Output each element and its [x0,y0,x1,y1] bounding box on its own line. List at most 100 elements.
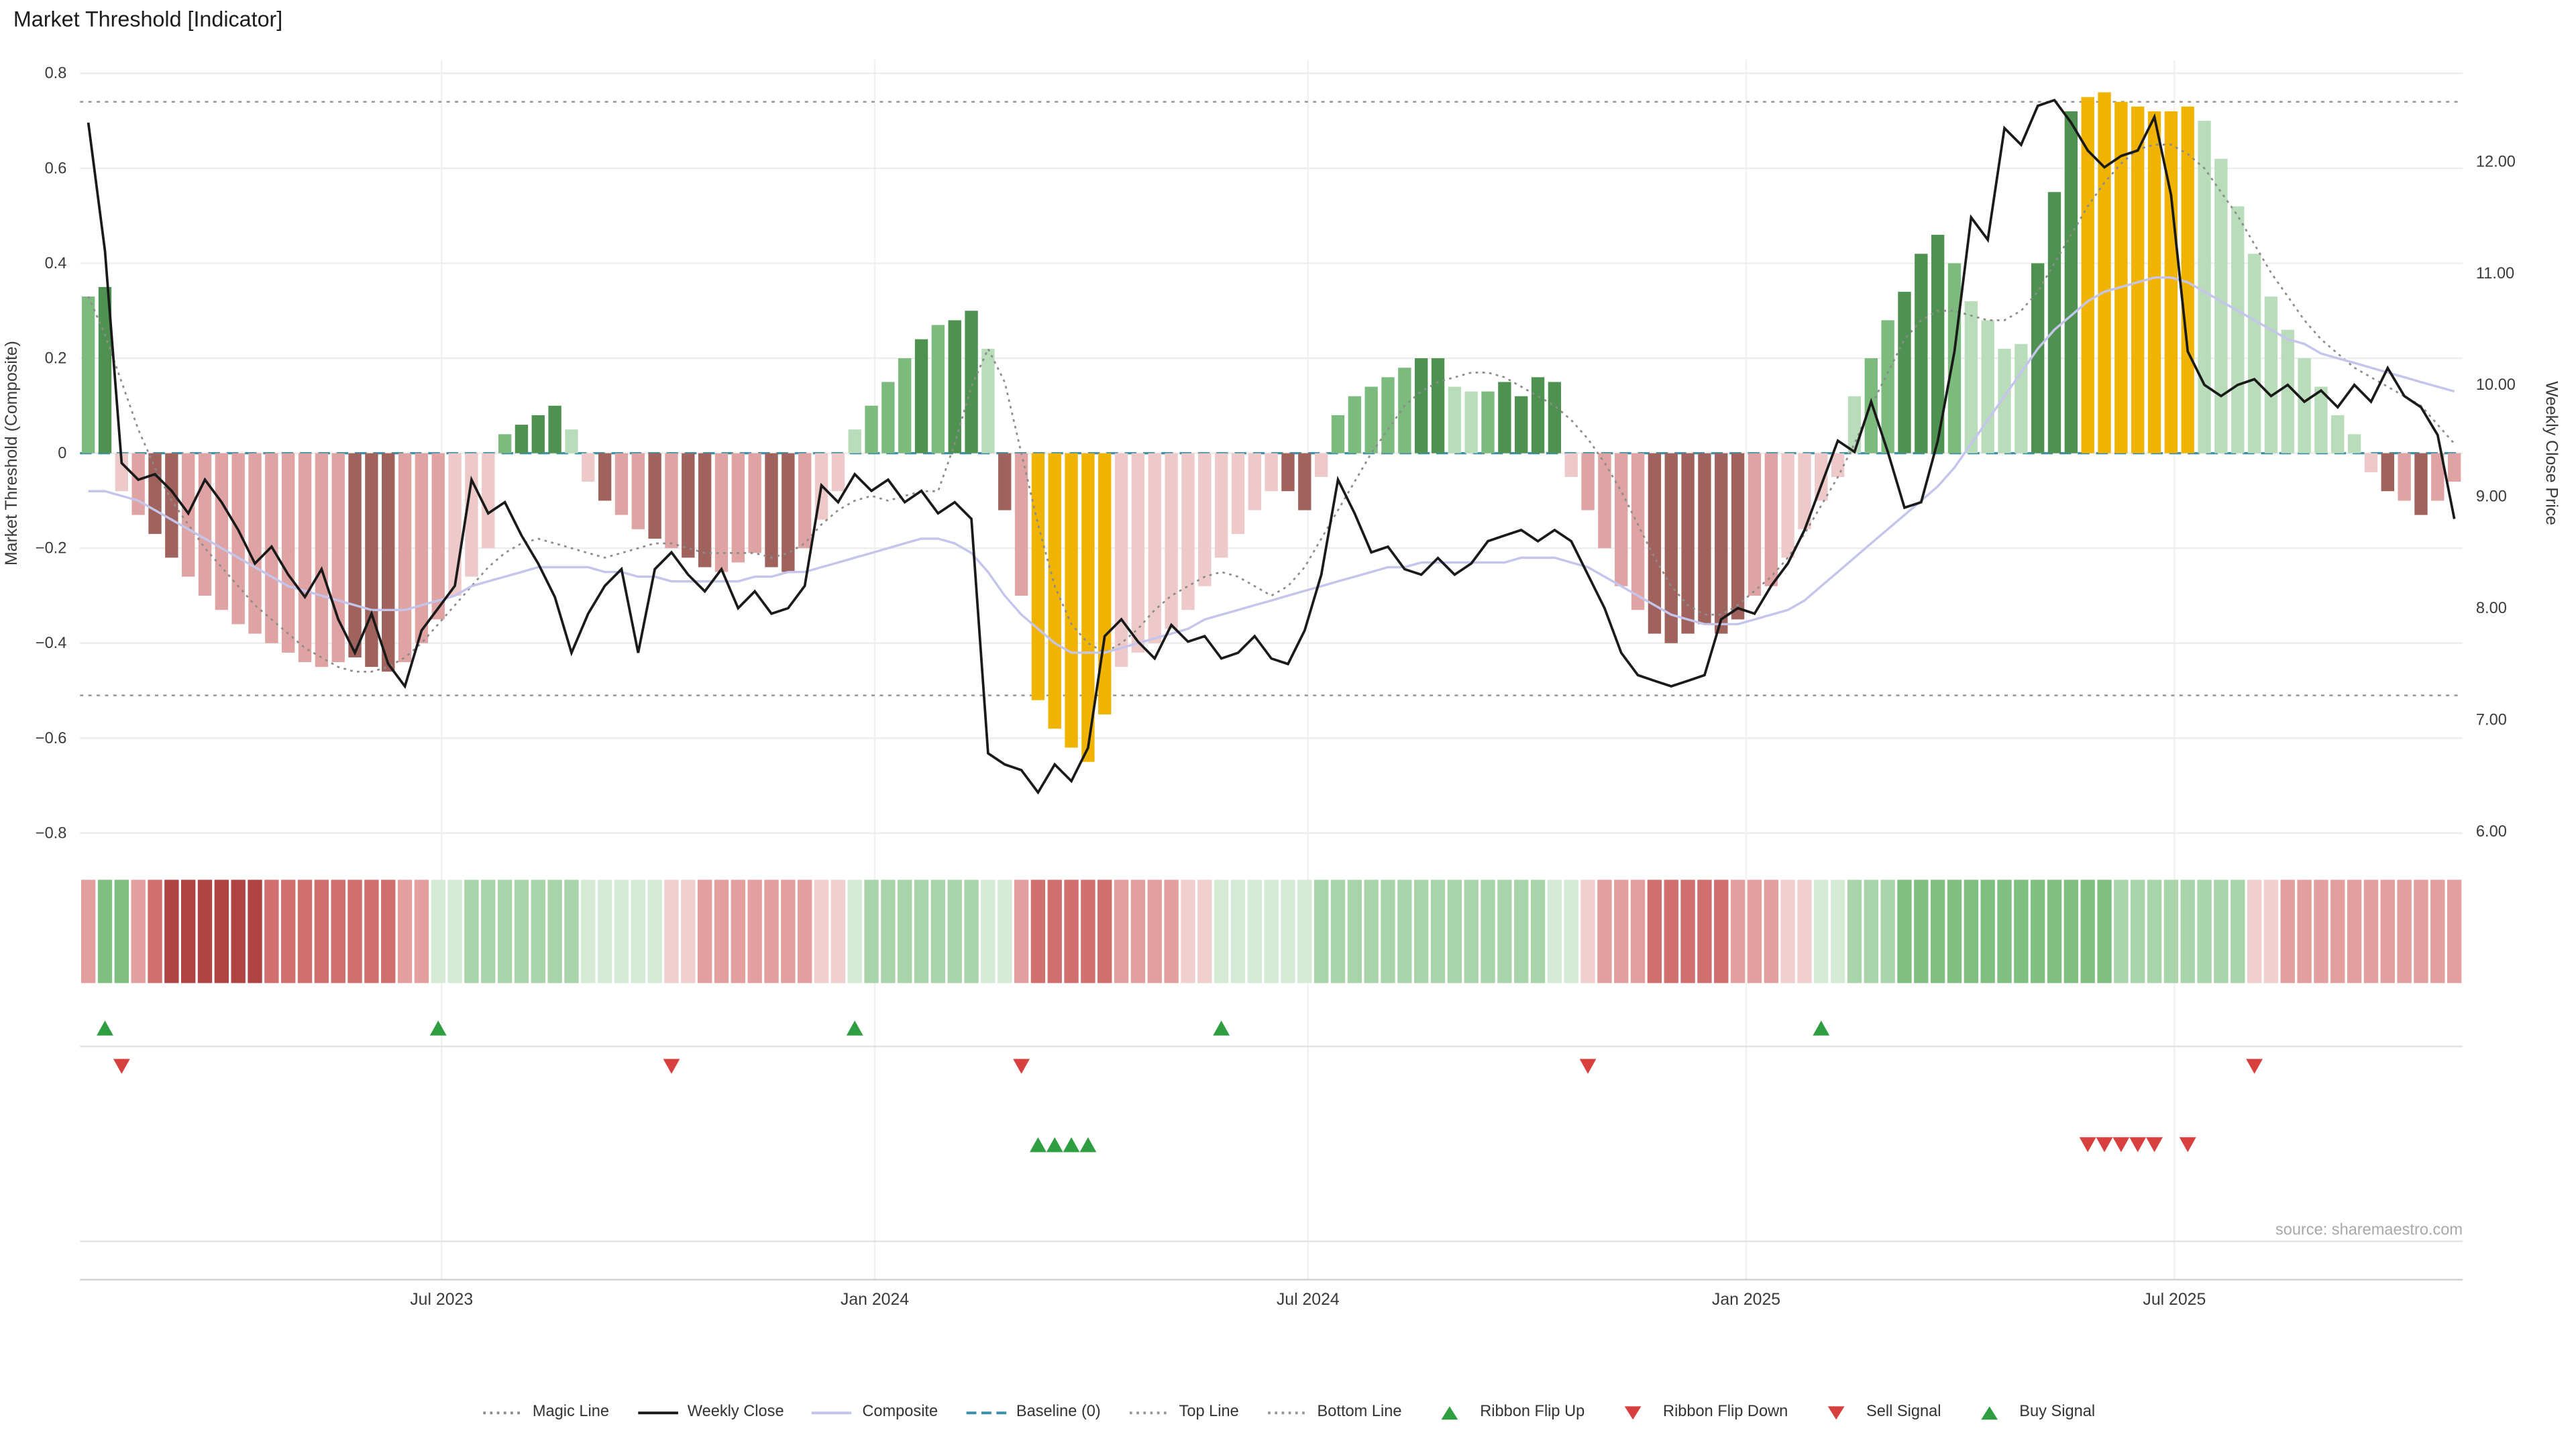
ribbon-cell [281,879,296,983]
ribbon-cell [981,879,996,983]
legend-item-ribbon-flip-down: Ribbon Flip Down [1611,1403,1788,1421]
triangle-up-icon [1981,1405,1998,1419]
ribbon-flip-up-marker [429,1020,447,1036]
ribbon-cell [1747,879,1762,983]
threshold-bar [1681,453,1695,634]
ribbon-cell [2280,879,2295,983]
threshold-bar [1931,234,1945,453]
threshold-bar [1615,453,1628,586]
ribbon-cell [197,879,213,983]
ribbon-cell [2097,879,2112,983]
ribbon-cell [1114,879,1129,983]
ribbon-cell [1130,879,1146,983]
ribbon-cell [1547,879,1562,983]
threshold-bar [931,325,945,453]
ribbon-cell [1580,879,1595,983]
ribbon-cell [814,879,829,983]
ribbon-cell [1864,879,1878,983]
ribbon-cell [1497,879,1512,983]
ribbon-cell [964,879,979,983]
threshold-bar [1515,396,1528,453]
threshold-bar [1981,320,1994,453]
ribbon-cell [2163,879,2179,983]
threshold-bar [565,429,578,453]
ribbon-cell [1814,879,1829,983]
ribbon-cell [547,879,562,983]
ribbon-cell [1730,879,1746,983]
threshold-bar [2331,415,2345,453]
ribbon-cell [714,879,729,983]
ribbon-cell [2047,879,2062,983]
ribbon-cell [347,879,362,983]
legend-item-sell-signal: Sell Signal [1815,1403,1941,1421]
threshold-bar [1131,453,1145,653]
threshold-bar [865,405,878,453]
threshold-bar [2081,97,2094,453]
ribbon-cell [314,879,329,983]
ribbon-cell [681,879,696,983]
ribbon-cell [2214,879,2229,983]
left-tick-label: 0.8 [45,64,67,82]
threshold-bar [1114,453,1128,667]
sell-signal-marker [2179,1137,2196,1152]
ribbon-cell [514,879,529,983]
ribbon-cell [1880,879,1895,983]
ribbon-flip-down-marker [1013,1059,1030,1074]
threshold-bar [1781,453,1794,558]
left-tick-label: −0.2 [36,539,67,557]
ribbon-cell [697,879,712,983]
threshold-bar [2164,111,2178,453]
threshold-bar [2398,453,2411,501]
threshold-bar [2364,453,2378,472]
ribbon-cell [80,879,96,983]
threshold-bar [1998,348,2011,453]
ribbon-cell [1081,879,1095,983]
threshold-bar [1898,291,1911,453]
threshold-bar [2347,434,2361,453]
ribbon-cell [2297,879,2312,983]
threshold-bar [448,453,462,596]
threshold-bar [2015,343,2028,453]
line-icon [637,1411,678,1414]
ribbon-cell [1614,879,1629,983]
ribbon-cell [397,879,413,983]
threshold-bar [2298,358,2311,453]
threshold-bar [765,453,778,568]
ribbon-cell [431,879,445,983]
ribbon-cell [1347,879,1362,983]
ribbon-cell [731,879,746,983]
ribbon-cell [164,879,179,983]
threshold-bar [914,339,928,453]
buy-signal-marker [1063,1137,1080,1152]
threshold-bar [948,320,961,453]
ribbon-cell [1330,879,1346,983]
ribbon-cell [414,879,429,983]
threshold-bar [2314,386,2328,453]
ribbon-flip-down-marker [2246,1059,2263,1074]
threshold-bar [1598,453,1611,549]
legend-item-top-line: Top Line [1128,1403,1239,1421]
threshold-bar [1364,386,1378,453]
ribbon-flip-up-marker [97,1020,113,1036]
threshold-bar [1381,377,1395,453]
threshold-bar [2064,111,2078,453]
threshold-bar [1564,453,1578,477]
triangle-down-icon [1827,1405,1845,1419]
x-tick-label: Jul 2025 [2143,1291,2206,1309]
triangle-up [1442,1405,1458,1419]
ribbon-flip-down-marker [663,1059,680,1074]
threshold-bar [631,453,645,529]
ribbon-cell [1597,879,1612,983]
ribbon-cell [1564,879,1578,983]
ribbon-cell [2414,879,2428,983]
threshold-bar [1531,377,1545,453]
triangle-down-icon [1624,1405,1642,1419]
ribbon-cell [531,879,545,983]
ribbon-cell [864,879,879,983]
ribbon-cell [1397,879,1412,983]
threshold-bar [115,453,129,492]
ribbon-cell [2031,879,2045,983]
ribbon-cell [830,879,846,983]
threshold-bar [1398,368,1411,453]
threshold-bar [1748,453,1762,596]
